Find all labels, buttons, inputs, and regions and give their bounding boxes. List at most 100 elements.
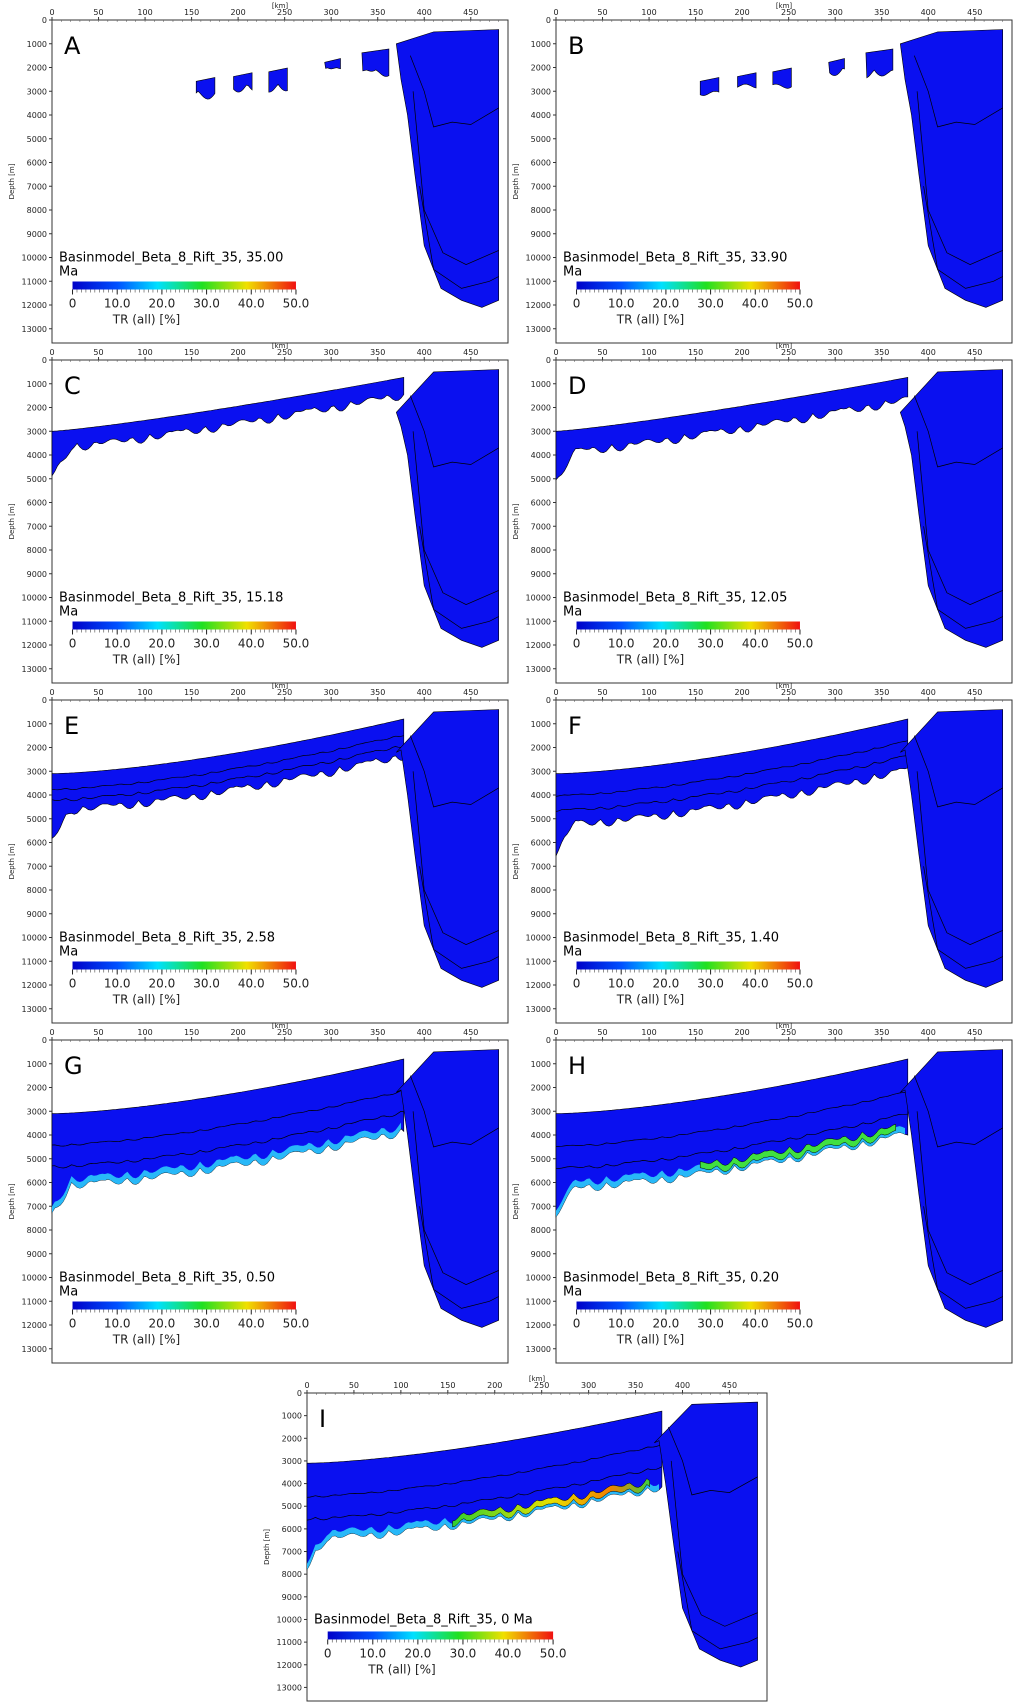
y-tick-label: 9000: [531, 1250, 551, 1259]
x-tick-label: 100: [641, 8, 656, 17]
x-axis-label: [km]: [272, 682, 289, 690]
colorbar-tick-label: 30.0: [697, 1317, 724, 1331]
horizon-line: [555, 1091, 908, 1147]
horizon-line: [916, 1111, 1003, 1285]
x-tick-label: 100: [137, 1028, 152, 1037]
x-tick-label: 250: [277, 1028, 292, 1037]
y-tick-label: 3000: [27, 1107, 47, 1116]
x-tick-label: 300: [828, 8, 843, 17]
y-tick-label: 1000: [27, 380, 47, 389]
y-tick-label: 1000: [27, 720, 47, 729]
panel-title: Basinmodel_Beta_8_Rift_35, 0.50: [59, 1271, 275, 1286]
x-tick-label: 400: [417, 688, 432, 697]
y-tick-label: 7000: [531, 182, 551, 191]
y-tick-label: 13000: [22, 665, 47, 674]
x-tick-label: 50: [597, 1028, 607, 1037]
x-tick-label: 100: [641, 1028, 656, 1037]
x-tick-label: 450: [463, 688, 478, 697]
x-tick-label: 50: [93, 1028, 103, 1037]
x-tick-label: 150: [688, 1028, 703, 1037]
x-tick-label: 50: [349, 1381, 359, 1390]
panel-subtitle: Ma: [563, 1285, 582, 1300]
x-tick-label: 150: [184, 8, 199, 17]
y-tick-label: 0: [546, 696, 551, 705]
x-tick-label: 350: [874, 348, 889, 357]
trough-fill: [654, 1401, 758, 1668]
y-tick-label: 7000: [531, 862, 551, 871]
y-tick-label: 10000: [526, 594, 551, 603]
horizon-line: [916, 771, 1003, 945]
x-axis-label: [km]: [776, 342, 793, 350]
panel-letter: C: [64, 372, 81, 400]
y-tick-label: 0: [42, 16, 47, 25]
colorbar: [576, 281, 800, 290]
horizon-line: [923, 186, 1003, 289]
panel-subtitle: Ma: [59, 945, 78, 960]
colorbar-tick-label: 40.0: [238, 637, 265, 651]
y-tick-label: 3000: [531, 1107, 551, 1116]
x-tick-label: 200: [734, 348, 749, 357]
colorbar-tick-label: 0: [69, 1317, 77, 1331]
y-axis-label: Depth [m]: [512, 843, 520, 879]
y-axis-label: Depth [m]: [512, 1183, 520, 1219]
y-tick-label: 10000: [22, 1274, 47, 1283]
colorbar-tick-label: 20.0: [653, 637, 680, 651]
colorbar-tick-label: 10.0: [608, 297, 635, 311]
horizon-line: [419, 1206, 499, 1309]
horizon-line: [409, 395, 499, 468]
x-tick-label: 250: [277, 348, 292, 357]
horizon-line: [923, 866, 1003, 969]
x-tick-label: 350: [370, 688, 385, 697]
y-tick-label: 6000: [531, 1179, 551, 1188]
y-tick-label: 6000: [282, 1525, 302, 1534]
horizon-line: [555, 740, 908, 797]
x-tick-label: 450: [463, 1028, 478, 1037]
y-tick-label: 12000: [22, 1321, 47, 1330]
colorbar-tick-label: 30.0: [193, 977, 220, 991]
sediment-block: [772, 67, 792, 89]
x-tick-label: 50: [597, 348, 607, 357]
x-tick-label: 250: [781, 1028, 796, 1037]
panel-subtitle: Ma: [563, 945, 582, 960]
x-tick-label: 450: [722, 1381, 737, 1390]
y-tick-label: 2000: [531, 744, 551, 753]
y-tick-label: 11000: [526, 617, 551, 626]
y-axis-label: Depth [m]: [512, 503, 520, 539]
y-tick-label: 12000: [22, 981, 47, 990]
trough-fill: [900, 709, 1004, 988]
colorbar-tick-label: 40.0: [742, 297, 769, 311]
y-tick-label: 7000: [27, 862, 47, 871]
x-tick-label: 250: [534, 1381, 549, 1390]
colorbar: [72, 281, 296, 290]
y-tick-label: 1000: [531, 720, 551, 729]
x-tick-label: 350: [370, 348, 385, 357]
x-tick-label: 100: [641, 688, 656, 697]
x-tick-label: 250: [277, 8, 292, 17]
panel-letter: G: [64, 1052, 83, 1080]
horizon-line: [51, 735, 404, 791]
x-axis-label: [km]: [776, 2, 793, 10]
panel: 0 50 100 150 200 250 300 350 400 450 [km] 0 1000 2000…: [512, 1022, 1013, 1364]
panel-title: Basinmodel_Beta_8_Rift_35, 0.20: [563, 1271, 779, 1286]
y-tick-label: 0: [546, 16, 551, 25]
y-tick-label: 3000: [27, 87, 47, 96]
colorbar: [72, 621, 296, 630]
y-tick-label: 9000: [282, 1593, 302, 1602]
colorbar-tick-label: 20.0: [405, 1646, 432, 1660]
y-tick-label: 7000: [27, 522, 47, 531]
sediment-block: [233, 72, 253, 93]
horizon-line: [923, 1206, 1003, 1309]
panel-title: Basinmodel_Beta_8_Rift_35, 2.58: [59, 931, 275, 946]
panel: 0 50 100 150 200 250 300 350 400 450 [km] 0 1000 2000…: [8, 2, 509, 344]
maturity-band: [307, 1481, 659, 1570]
colorbar-tick-label: 20.0: [149, 1317, 176, 1331]
colorbar-tick-label: 40.0: [238, 297, 265, 311]
x-tick-label: 250: [781, 688, 796, 697]
y-tick-label: 7000: [282, 1548, 302, 1557]
y-tick-label: 7000: [531, 522, 551, 531]
x-tick-label: 100: [137, 688, 152, 697]
y-tick-label: 8000: [27, 546, 47, 555]
y-tick-label: 9000: [27, 230, 47, 239]
